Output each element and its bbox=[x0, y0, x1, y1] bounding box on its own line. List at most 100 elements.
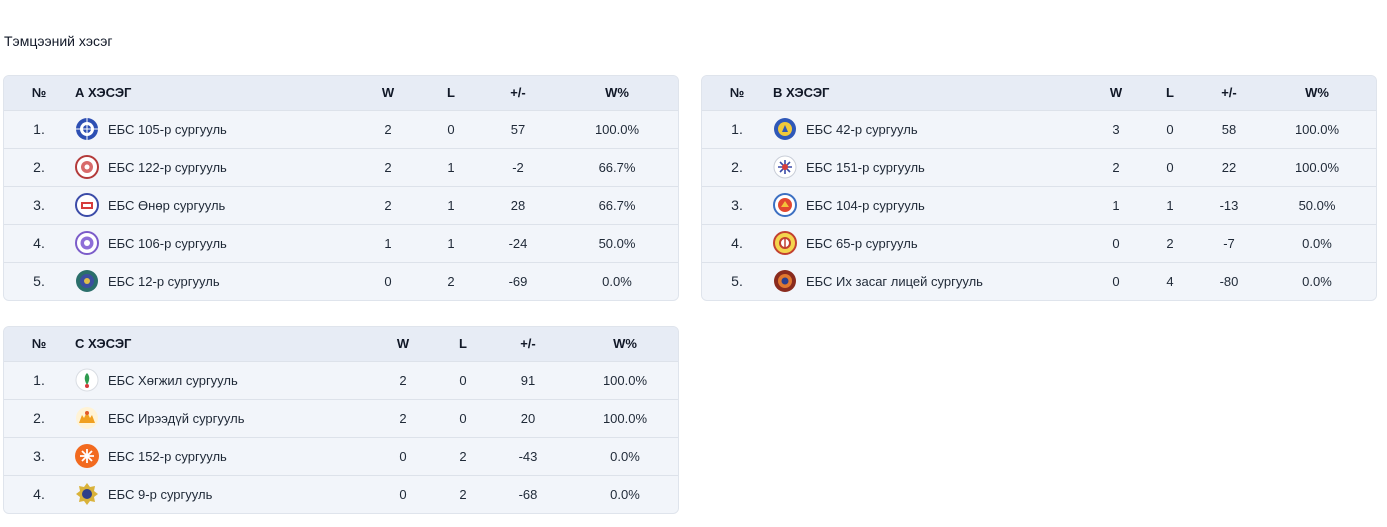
losses: 1 bbox=[447, 197, 455, 213]
losses: 4 bbox=[1166, 273, 1174, 289]
wins: 2 bbox=[1112, 159, 1120, 175]
losses-header: L bbox=[447, 85, 455, 101]
losses: 2 bbox=[459, 486, 467, 502]
table-row[interactable]: 3. ЕБС Өнөр сургууль 2 1 28 66.7% bbox=[4, 186, 678, 224]
team-name[interactable]: ЕБС 65-р сургууль bbox=[806, 235, 918, 251]
losses: 1 bbox=[447, 159, 455, 175]
team-name[interactable]: ЕБС 105-р сургууль bbox=[108, 121, 227, 137]
point-diff: -24 bbox=[508, 235, 528, 251]
losses: 2 bbox=[1166, 235, 1174, 251]
school-65-logo bbox=[773, 231, 797, 255]
point-diff: 28 bbox=[510, 197, 526, 213]
wins: 2 bbox=[384, 121, 392, 137]
wins: 0 bbox=[1112, 273, 1120, 289]
table-row[interactable]: 1. ЕБС 42-р сургууль 3 0 58 100.0% bbox=[702, 110, 1376, 148]
point-diff: -43 bbox=[518, 448, 538, 464]
rank: 2. bbox=[33, 159, 45, 175]
team-name[interactable]: ЕБС Хөгжил сургууль bbox=[108, 372, 238, 388]
win-pct: 0.0% bbox=[1302, 235, 1332, 251]
table-row[interactable]: 5. ЕБС 12-р сургууль 0 2 -69 0.0% bbox=[4, 262, 678, 300]
diff-header: +/- bbox=[510, 85, 526, 101]
point-diff: -68 bbox=[518, 486, 538, 502]
team-name[interactable]: ЕБС 42-р сургууль bbox=[806, 121, 918, 137]
point-diff: 57 bbox=[510, 121, 526, 137]
point-diff: 91 bbox=[520, 372, 536, 388]
table-row[interactable]: 2. ЕБС 122-р сургууль 2 1 -2 66.7% bbox=[4, 148, 678, 186]
wins: 0 bbox=[384, 273, 392, 289]
win-pct: 66.7% bbox=[598, 197, 636, 213]
win-pct: 66.7% bbox=[598, 159, 636, 175]
win-pct: 100.0% bbox=[602, 372, 648, 388]
rank: 4. bbox=[731, 235, 743, 251]
team-name[interactable]: ЕБС 122-р сургууль bbox=[108, 159, 227, 175]
wins: 2 bbox=[384, 197, 392, 213]
group-title: В ХЭСЭГ bbox=[773, 85, 830, 101]
wins: 0 bbox=[399, 486, 407, 502]
table-header-row: № С ХЭСЭГ W L +/- W% bbox=[4, 327, 678, 361]
losses: 0 bbox=[459, 372, 467, 388]
rank: 3. bbox=[33, 448, 45, 464]
rank-header: № bbox=[31, 85, 47, 101]
table-row[interactable]: 5. ЕБС Их засаг лицей сургууль 0 4 -80 0… bbox=[702, 262, 1376, 300]
team-name[interactable]: ЕБС Их засаг лицей сургууль bbox=[806, 273, 983, 289]
losses: 1 bbox=[1166, 197, 1174, 213]
team-name[interactable]: ЕБС 104-р сургууль bbox=[806, 197, 925, 213]
wins-header: W bbox=[381, 85, 395, 101]
table-header-row: № А ХЭСЭГ W L +/- W% bbox=[4, 76, 678, 110]
rank: 3. bbox=[33, 197, 45, 213]
table-row[interactable]: 1. ЕБС 105-р сургууль 2 0 57 100.0% bbox=[4, 110, 678, 148]
school-9-logo bbox=[75, 482, 99, 506]
table-row[interactable]: 4. ЕБС 106-р сургууль 1 1 -24 50.0% bbox=[4, 224, 678, 262]
school-khugjil-logo bbox=[75, 368, 99, 392]
school-104-logo bbox=[773, 193, 797, 217]
win-pct: 100.0% bbox=[602, 410, 648, 426]
losses: 0 bbox=[447, 121, 455, 137]
rank: 4. bbox=[33, 486, 45, 503]
wins-header: W bbox=[1109, 85, 1123, 101]
table-row[interactable]: 2. ЕБС Ирээдүй сургууль 2 0 20 100.0% bbox=[4, 399, 678, 437]
table-row[interactable]: 4. ЕБС 65-р сургууль 0 2 -7 0.0% bbox=[702, 224, 1376, 262]
rank-header: № bbox=[729, 85, 745, 101]
wins: 0 bbox=[399, 448, 407, 464]
losses: 2 bbox=[447, 273, 455, 289]
table-row[interactable]: 1. ЕБС Хөгжил сургууль 2 0 91 100.0% bbox=[4, 361, 678, 399]
table-row[interactable]: 4. ЕБС 9-р сургууль 0 2 -68 0.0% bbox=[4, 475, 678, 513]
team-name[interactable]: ЕБС Ирээдүй сургууль bbox=[108, 410, 245, 426]
wins: 2 bbox=[399, 372, 407, 388]
section-title: Тэмцээний хэсэг bbox=[4, 33, 113, 49]
rank: 1. bbox=[33, 372, 45, 388]
rank: 4. bbox=[33, 235, 45, 251]
group-c-table: № С ХЭСЭГ W L +/- W% 1. ЕБС Хөгжил сургу… bbox=[3, 326, 679, 514]
win-pct: 50.0% bbox=[598, 235, 636, 251]
losses: 0 bbox=[459, 410, 467, 426]
rank: 3. bbox=[731, 197, 743, 213]
school-152-logo bbox=[75, 444, 99, 468]
win-pct: 100.0% bbox=[1294, 159, 1340, 175]
losses-header: L bbox=[459, 336, 467, 352]
school-ireedui-logo bbox=[75, 406, 99, 430]
rank: 1. bbox=[731, 121, 743, 137]
team-name[interactable]: ЕБС Өнөр сургууль bbox=[108, 197, 226, 213]
school-ikh-zasag-logo bbox=[773, 269, 797, 293]
win-pct: 0.0% bbox=[602, 273, 632, 289]
team-name[interactable]: ЕБС 9-р сургууль bbox=[108, 486, 213, 502]
team-name[interactable]: ЕБС 151-р сургууль bbox=[806, 159, 925, 175]
school-105-logo bbox=[75, 117, 99, 141]
table-row[interactable]: 2. ЕБС 151-р сургууль 2 0 22 100.0% bbox=[702, 148, 1376, 186]
team-name[interactable]: ЕБС 152-р сургууль bbox=[108, 448, 227, 464]
diff-header: +/- bbox=[1221, 85, 1237, 101]
school-42-logo bbox=[773, 117, 797, 141]
point-diff: -69 bbox=[508, 273, 528, 289]
wins: 2 bbox=[384, 159, 392, 175]
point-diff: 58 bbox=[1221, 121, 1237, 137]
point-diff: 22 bbox=[1221, 159, 1237, 175]
wins: 3 bbox=[1112, 121, 1120, 137]
table-row[interactable]: 3. ЕБС 152-р сургууль 0 2 -43 0.0% bbox=[4, 437, 678, 475]
group-title: А ХЭСЭГ bbox=[75, 85, 132, 101]
point-diff: 20 bbox=[520, 410, 536, 426]
team-name[interactable]: ЕБС 106-р сургууль bbox=[108, 235, 227, 251]
wins: 2 bbox=[399, 410, 407, 426]
table-row[interactable]: 3. ЕБС 104-р сургууль 1 1 -13 50.0% bbox=[702, 186, 1376, 224]
losses: 0 bbox=[1166, 159, 1174, 175]
team-name[interactable]: ЕБС 12-р сургууль bbox=[108, 273, 220, 289]
